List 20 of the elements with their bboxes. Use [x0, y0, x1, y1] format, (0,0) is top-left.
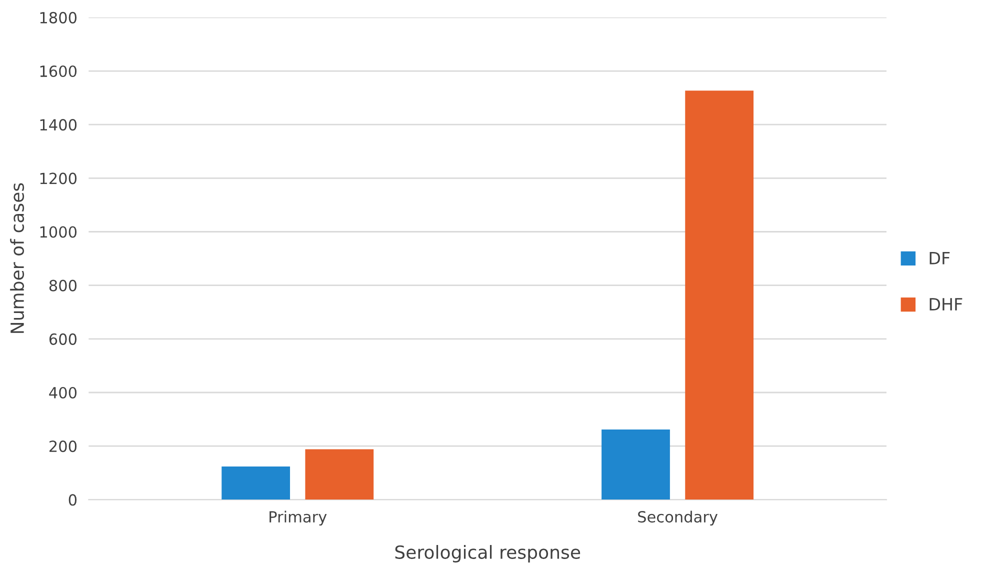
y-tick-label: 600: [49, 333, 77, 345]
bar: [305, 449, 374, 500]
y-axis-title: Number of cases: [10, 183, 24, 333]
y-tick-label: 1400: [40, 119, 77, 131]
y-tick-label: 1000: [40, 226, 77, 238]
y-tick-label: 1800: [40, 12, 77, 24]
y-tick-label: 0: [68, 494, 77, 506]
y-tick-label: 800: [49, 280, 77, 292]
x-tick-label: Secondary: [638, 510, 718, 526]
bar: [222, 466, 290, 500]
y-tick-label: 1600: [40, 65, 77, 78]
bar: [602, 429, 670, 500]
legend-label: DHF: [930, 298, 962, 310]
y-tick-label: 1200: [40, 172, 77, 184]
bar: [685, 90, 754, 500]
legend-label: DF: [930, 252, 950, 264]
y-tick-label: 400: [49, 386, 77, 399]
x-tick-label: Primary: [270, 510, 327, 526]
y-tick-label: 200: [49, 440, 77, 452]
x-axis-title: Serological response: [395, 545, 580, 562]
